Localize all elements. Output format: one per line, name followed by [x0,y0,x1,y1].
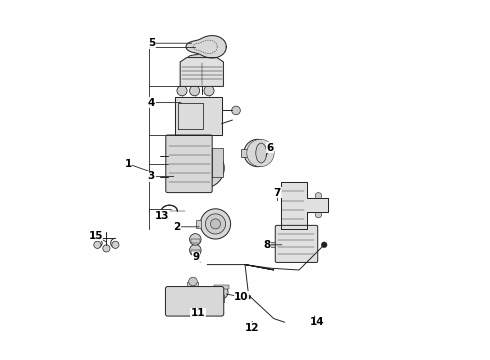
Bar [212,148,223,177]
Circle shape [315,193,321,199]
Text: 12: 12 [245,323,259,333]
Circle shape [315,211,321,218]
Text: 9: 9 [193,252,200,262]
Circle shape [210,219,221,229]
Circle shape [185,148,224,188]
Circle shape [172,294,187,309]
Bar [219,295,224,302]
Bar [268,242,277,247]
Bar [242,149,252,157]
Circle shape [190,86,199,96]
Circle shape [112,241,119,248]
Circle shape [232,106,240,115]
Text: 4: 4 [147,98,155,108]
Polygon shape [175,97,221,135]
Bar [191,239,200,243]
Text: 7: 7 [274,188,281,198]
Ellipse shape [188,54,216,61]
Circle shape [200,209,231,239]
Text: 10: 10 [234,292,248,302]
Ellipse shape [256,143,267,163]
Text: 3: 3 [148,171,155,181]
Text: 6: 6 [267,143,274,153]
Circle shape [177,86,187,96]
Circle shape [189,277,197,286]
Circle shape [187,294,202,309]
Circle shape [215,298,220,304]
Circle shape [204,86,214,96]
Text: 2: 2 [173,222,180,232]
Text: 13: 13 [155,211,170,221]
Circle shape [198,162,211,175]
Circle shape [247,139,274,167]
Bar [215,285,229,289]
Circle shape [284,202,292,209]
Bar [196,220,201,228]
Circle shape [94,241,101,248]
Circle shape [244,139,271,167]
FancyBboxPatch shape [166,287,224,316]
Circle shape [206,297,214,305]
Circle shape [321,242,327,248]
Text: 5: 5 [148,38,155,48]
Bar [191,250,200,254]
Text: 11: 11 [191,308,205,318]
Circle shape [202,294,217,309]
Circle shape [192,156,217,181]
Circle shape [278,233,284,238]
Circle shape [246,295,251,299]
FancyBboxPatch shape [166,135,212,193]
Circle shape [169,298,175,304]
Circle shape [205,214,225,234]
Circle shape [284,190,292,197]
Circle shape [249,144,266,162]
Circle shape [278,249,284,255]
Text: 15: 15 [88,231,103,241]
Polygon shape [281,182,328,229]
Text: 1: 1 [124,159,132,169]
Circle shape [190,244,201,256]
Circle shape [215,286,228,299]
Circle shape [190,234,201,245]
Polygon shape [180,58,223,86]
Bar [187,282,198,289]
Polygon shape [186,36,226,58]
Circle shape [191,297,198,305]
Circle shape [284,213,292,220]
FancyBboxPatch shape [275,225,318,262]
Circle shape [176,297,183,305]
Circle shape [103,245,110,252]
Text: 8: 8 [263,240,270,250]
Text: 14: 14 [310,317,324,327]
